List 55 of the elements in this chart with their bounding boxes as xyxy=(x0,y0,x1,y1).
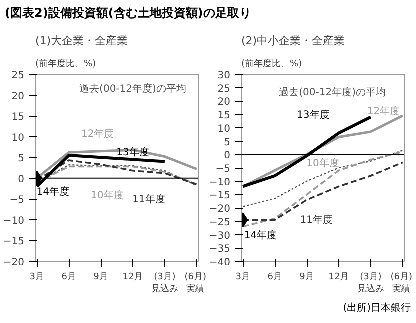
y-tick-label: −5 xyxy=(216,164,231,176)
x-tick-label: 12月 xyxy=(122,272,144,283)
chart-subtitle: (1)大企業・全産業 xyxy=(36,34,128,48)
y-axis-title: (前年度比、%) xyxy=(242,58,302,70)
y-tick-label: 10 xyxy=(218,124,231,136)
x-tick-label: (6月) 実績 xyxy=(184,272,206,295)
y-tick-label: 5 xyxy=(18,154,25,165)
y-tick-label: −20 xyxy=(209,204,231,216)
series-label: 12年度 xyxy=(81,128,114,140)
x-tick-label: 3月 xyxy=(30,272,44,283)
text: 10年度 xyxy=(91,190,124,202)
y-tick-label: 25 xyxy=(218,84,231,95)
y-tick-label: 30 xyxy=(218,70,231,82)
y-tick-label: −30 xyxy=(209,230,231,242)
series-label: 14年度 xyxy=(244,230,278,242)
x-tick-label: 12月 xyxy=(328,272,350,283)
y-tick-label: 15 xyxy=(12,112,25,124)
y-tick-label: −25 xyxy=(209,218,231,229)
text: 過去(00-12年度)の平均 xyxy=(80,83,186,96)
y-tick-label: 20 xyxy=(218,97,231,108)
x-tick-label: 3月 xyxy=(236,272,250,283)
y-tick-label: 0 xyxy=(224,150,231,162)
y-tick-label: 25 xyxy=(12,70,25,82)
series-label: 13年度 xyxy=(116,146,150,159)
series-label: 12年度 xyxy=(367,106,400,118)
y-tick-label: −15 xyxy=(3,236,25,248)
chart-subtitle: (2)中小企業・全産業 xyxy=(242,34,346,48)
y-tick-label: 20 xyxy=(12,91,25,102)
text: (出所)日本銀行 xyxy=(343,302,411,316)
y-tick-label: 15 xyxy=(218,110,231,122)
x-tick-label: (3月) 見込み xyxy=(357,272,384,295)
series-label: 10年度 xyxy=(306,158,340,170)
x-tick-label: 9月 xyxy=(94,272,108,283)
y-tick-label: −40 xyxy=(209,258,231,269)
series-label: 11年度 xyxy=(300,214,333,226)
x-tick-label: 6月 xyxy=(268,272,282,283)
x-tick-label: 6月 xyxy=(62,272,76,283)
series-label: 14年度 xyxy=(36,186,70,198)
y-tick-label: −10 xyxy=(209,178,231,188)
chart-title: (図表2)設備投資額(含む土地投資額)の足取り xyxy=(5,5,252,22)
y-tick-label: −20 xyxy=(3,258,25,269)
x-tick-label: (6月) 実績 xyxy=(390,272,412,295)
y-tick-label: 5 xyxy=(224,137,231,148)
text: 過去(00-12年度)の平均 xyxy=(279,86,386,99)
y-tick-label: 10 xyxy=(12,132,25,144)
series-label: 13年度 xyxy=(297,109,330,122)
x-tick-label: (3月) 見込み xyxy=(151,272,178,295)
series-label: 11年度 xyxy=(132,193,166,206)
y-tick-label: −10 xyxy=(3,216,25,228)
y-tick-label: 0 xyxy=(18,174,25,186)
y-tick-label: −5 xyxy=(10,195,25,206)
y-tick-label: −35 xyxy=(209,244,231,256)
x-tick-label: 9月 xyxy=(300,272,314,283)
y-tick-label: −15 xyxy=(209,190,231,202)
y-axis-title: (前年度比、%) xyxy=(36,58,96,70)
